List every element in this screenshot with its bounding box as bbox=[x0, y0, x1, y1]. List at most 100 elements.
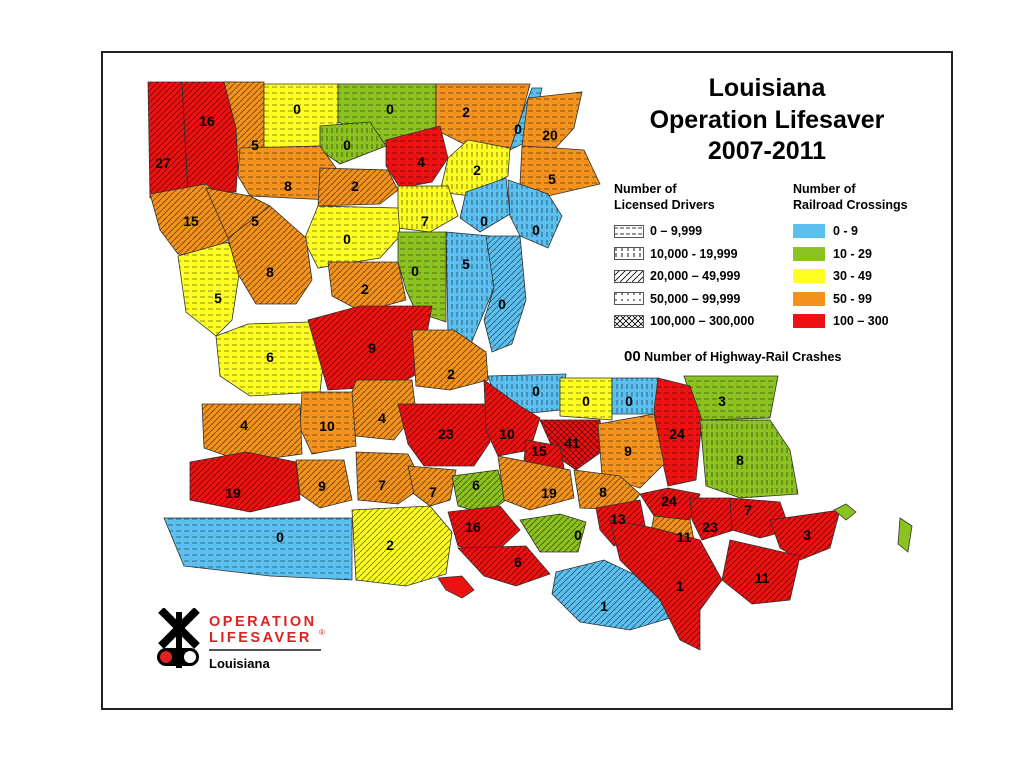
parish-driver-hatch bbox=[458, 546, 550, 586]
parish-crash-count: 13 bbox=[610, 511, 626, 527]
parish-crash-count: 23 bbox=[702, 519, 718, 535]
crossings-legend-item: 30 - 49 bbox=[793, 268, 872, 284]
island-region bbox=[897, 517, 913, 553]
parish-crash-count: 19 bbox=[225, 485, 241, 501]
title-line-2: Operation Lifesaver bbox=[649, 106, 885, 134]
crossbuck-signal-icon bbox=[157, 608, 200, 668]
parish-crash-count: 2 bbox=[351, 178, 359, 194]
parish-driver-hatch bbox=[640, 488, 700, 520]
drivers-legend-item: 0 – 9,999 bbox=[614, 223, 702, 239]
parish-crash-count: 5 bbox=[214, 290, 222, 306]
drivers-legend-item: 20,000 – 49,999 bbox=[614, 268, 740, 284]
parish-crash-count: 0 bbox=[532, 383, 540, 399]
title-line-1: Louisiana bbox=[708, 74, 826, 102]
crossings-heading-2: Railroad Crossings bbox=[793, 198, 908, 212]
parish-crash-count: 2 bbox=[361, 281, 369, 297]
parish-driver-hatch bbox=[264, 84, 338, 148]
parish-driver-hatch bbox=[408, 466, 456, 506]
crossings-legend-label: 50 - 99 bbox=[833, 291, 872, 306]
parish-crash-count: 2 bbox=[462, 104, 470, 120]
drivers-legend-item: 10,000 - 19,999 bbox=[614, 246, 738, 262]
parish-crash-count: 27 bbox=[155, 155, 171, 171]
crossings-legend-item: 50 - 99 bbox=[793, 291, 872, 307]
parish-driver-hatch bbox=[654, 378, 702, 486]
parish-crash-count: 2 bbox=[386, 537, 394, 553]
drivers-legend-item: 50,000 – 99,999 bbox=[614, 291, 740, 307]
parish-crash-count: 0 bbox=[293, 101, 301, 117]
parish-crash-count: 24 bbox=[669, 426, 685, 442]
parish-driver-hatch bbox=[598, 414, 664, 488]
drivers-legend-label: 20,000 – 49,999 bbox=[650, 269, 741, 283]
parish-crash-count: 10 bbox=[499, 426, 515, 442]
parish-driver-hatch bbox=[228, 206, 312, 304]
drivers-heading-1: Number of bbox=[614, 182, 677, 196]
parish-driver-hatch bbox=[202, 404, 302, 462]
parish-driver-hatch bbox=[398, 186, 458, 232]
parish-driver-hatch bbox=[448, 506, 520, 556]
parish-driver-hatch bbox=[440, 140, 510, 196]
parish-crash-count: 2 bbox=[447, 366, 455, 382]
island-region bbox=[437, 575, 475, 599]
parish-crash-count: 0 bbox=[411, 263, 419, 279]
parish-crash-count: 4 bbox=[240, 417, 248, 433]
parish-crash-count: 4 bbox=[378, 410, 386, 426]
parish-crash-count: 23 bbox=[438, 426, 454, 442]
parish-driver-hatch bbox=[460, 178, 510, 232]
logo-registered: ® bbox=[319, 628, 325, 637]
drivers-legend-label: 50,000 – 99,999 bbox=[650, 291, 741, 306]
logo-line-2: LIFESAVER bbox=[209, 630, 312, 646]
parish-crash-count: 5 bbox=[251, 137, 259, 153]
parish-driver-hatch bbox=[610, 520, 722, 650]
drivers-legend-swatch bbox=[614, 224, 644, 238]
parish-driver-hatch bbox=[352, 506, 452, 586]
parish-crash-count: 9 bbox=[318, 478, 326, 494]
parish-driver-hatch bbox=[386, 126, 448, 188]
parish-crash-count: 0 bbox=[532, 222, 540, 238]
parish-driver-hatch bbox=[522, 92, 582, 152]
parish-crash-count: 0 bbox=[276, 529, 284, 545]
parish-driver-hatch bbox=[540, 420, 604, 470]
parish-crash-count: 0 bbox=[386, 101, 394, 117]
parish-driver-hatch bbox=[190, 452, 300, 512]
parish-driver-hatch bbox=[182, 82, 240, 192]
crossings-legend-item: 100 – 300 bbox=[793, 313, 889, 329]
parish-driver-hatch bbox=[770, 510, 840, 560]
logo-divider bbox=[209, 649, 321, 651]
parish-crash-count: 41 bbox=[564, 435, 580, 451]
crossings-legend-label: 0 - 9 bbox=[833, 224, 859, 238]
parish-crash-count: 8 bbox=[736, 452, 744, 468]
parish-driver-hatch bbox=[690, 498, 734, 540]
parish-crash-count: 6 bbox=[266, 349, 274, 365]
crossings-legend-swatch bbox=[793, 314, 825, 328]
parish-crash-count: 4 bbox=[417, 154, 425, 170]
parish-driver-hatch bbox=[612, 378, 658, 414]
parish-crash-count: 11 bbox=[677, 529, 692, 545]
parish-driver-hatch bbox=[446, 232, 494, 346]
parish-driver-hatch bbox=[398, 232, 446, 322]
crash-legend-sample: 00 bbox=[624, 348, 641, 365]
parish-crash-count: 5 bbox=[548, 171, 556, 187]
island-region bbox=[833, 503, 857, 521]
parish-driver-hatch bbox=[520, 146, 600, 196]
parish-driver-hatch bbox=[150, 184, 228, 256]
crossings-legend-item: 0 - 9 bbox=[793, 223, 858, 239]
drivers-legend-swatch bbox=[614, 292, 644, 305]
crossings-legend-label: 100 – 300 bbox=[833, 314, 889, 328]
parish-crash-count: 16 bbox=[465, 519, 481, 535]
parish-crash-count: 7 bbox=[421, 213, 429, 229]
drivers-legend-swatch bbox=[614, 247, 644, 260]
parish-crash-count: 1 bbox=[600, 598, 608, 614]
parish-driver-hatch bbox=[148, 82, 188, 198]
crossings-legend-label: 30 - 49 bbox=[833, 269, 872, 283]
parish-crash-count: 0 bbox=[625, 393, 633, 409]
logo-line-1: OPERATION bbox=[209, 614, 317, 630]
parish-crash-count: 15 bbox=[183, 213, 199, 229]
parish-driver-hatch bbox=[412, 330, 488, 390]
parish-crash-count: 0 bbox=[574, 527, 582, 543]
parish-crash-count: 7 bbox=[744, 502, 752, 518]
parish-crash-count: 5 bbox=[462, 256, 470, 272]
parish-crash-count: 10 bbox=[319, 418, 335, 434]
parish-driver-hatch bbox=[520, 514, 586, 552]
drivers-heading-2: Licensed Drivers bbox=[614, 198, 715, 212]
